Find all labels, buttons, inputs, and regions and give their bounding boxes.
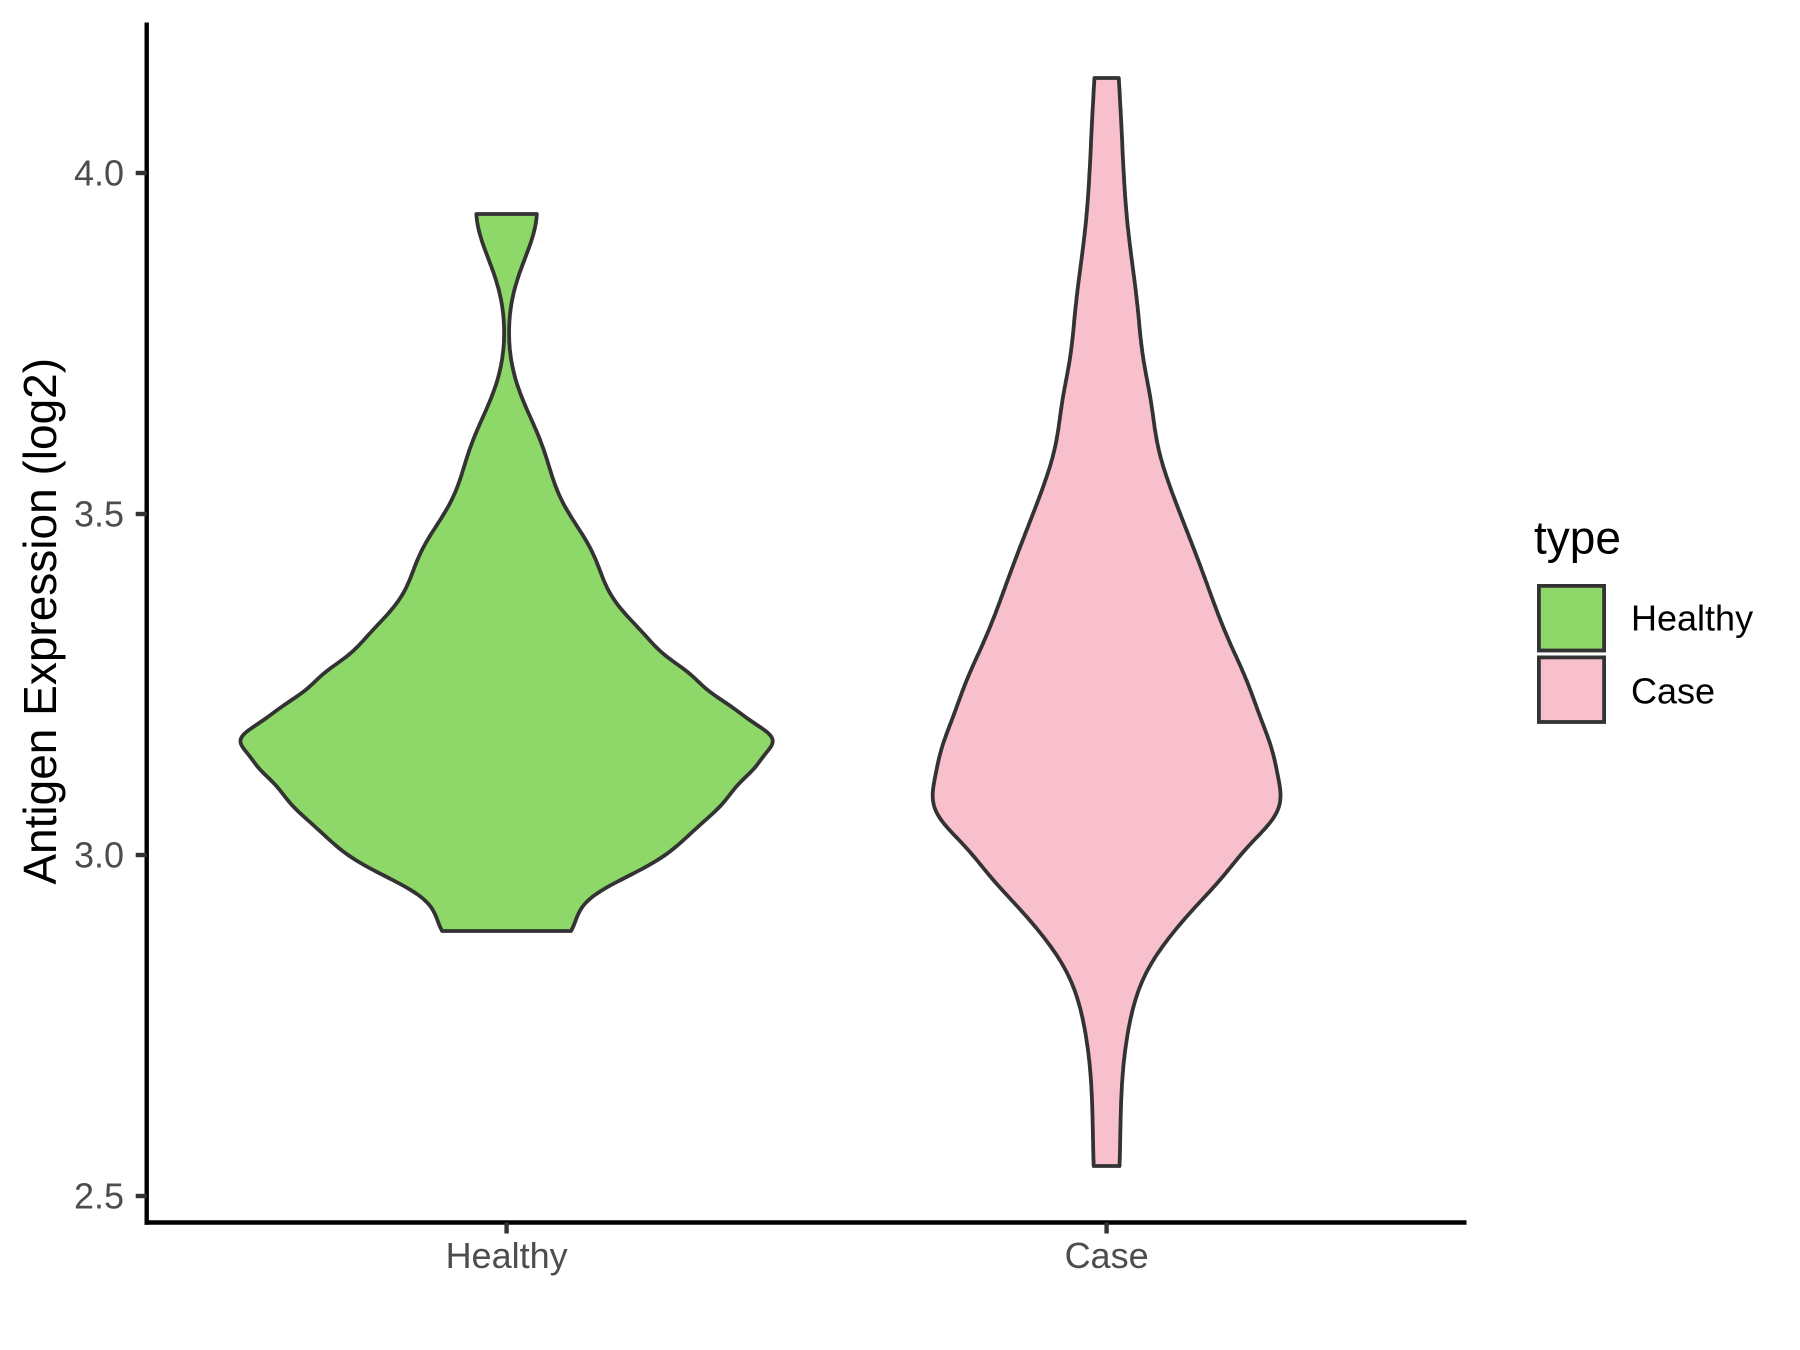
svg-text:4.0: 4.0: [74, 153, 124, 194]
svg-text:2.5: 2.5: [74, 1176, 124, 1217]
svg-text:Case: Case: [1065, 1235, 1149, 1276]
svg-text:3.0: 3.0: [74, 835, 124, 876]
svg-text:Healthy: Healthy: [1631, 597, 1753, 638]
svg-text:type: type: [1534, 512, 1621, 564]
svg-text:Healthy: Healthy: [446, 1235, 568, 1276]
svg-text:Case: Case: [1631, 671, 1715, 712]
svg-text:3.5: 3.5: [74, 494, 124, 535]
svg-text:Antigen Expression (log2): Antigen Expression (log2): [14, 358, 66, 885]
